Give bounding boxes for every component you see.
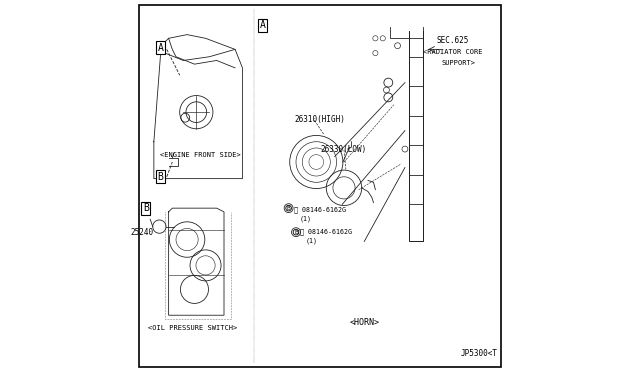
- Text: A: A: [157, 42, 163, 52]
- Text: SEC.625: SEC.625: [436, 36, 469, 45]
- Text: <ENGINE FRONT SIDE>: <ENGINE FRONT SIDE>: [159, 152, 241, 158]
- Text: SUPPORT>: SUPPORT>: [442, 60, 476, 67]
- Text: 26330(LOW): 26330(LOW): [320, 145, 366, 154]
- Text: 26310(HIGH): 26310(HIGH): [294, 115, 345, 124]
- Text: Ⓑ 08146-6162G: Ⓑ 08146-6162G: [294, 207, 346, 213]
- Text: <RADIATOR CORE: <RADIATOR CORE: [423, 49, 483, 55]
- Text: Ⓑ 08146-6162G: Ⓑ 08146-6162G: [300, 229, 352, 235]
- Text: <HORN>: <HORN>: [349, 318, 380, 327]
- Text: <OIL PRESSURE SWITCH>: <OIL PRESSURE SWITCH>: [148, 325, 237, 331]
- Text: A: A: [260, 20, 266, 31]
- Text: 25240: 25240: [130, 228, 153, 237]
- Text: (1): (1): [305, 237, 317, 244]
- Text: JP5300<T: JP5300<T: [460, 350, 497, 359]
- Text: B: B: [157, 172, 163, 182]
- Text: B: B: [143, 203, 148, 213]
- Text: B: B: [294, 230, 298, 235]
- Text: (1): (1): [300, 215, 312, 222]
- FancyBboxPatch shape: [139, 5, 501, 367]
- Text: B: B: [287, 206, 291, 211]
